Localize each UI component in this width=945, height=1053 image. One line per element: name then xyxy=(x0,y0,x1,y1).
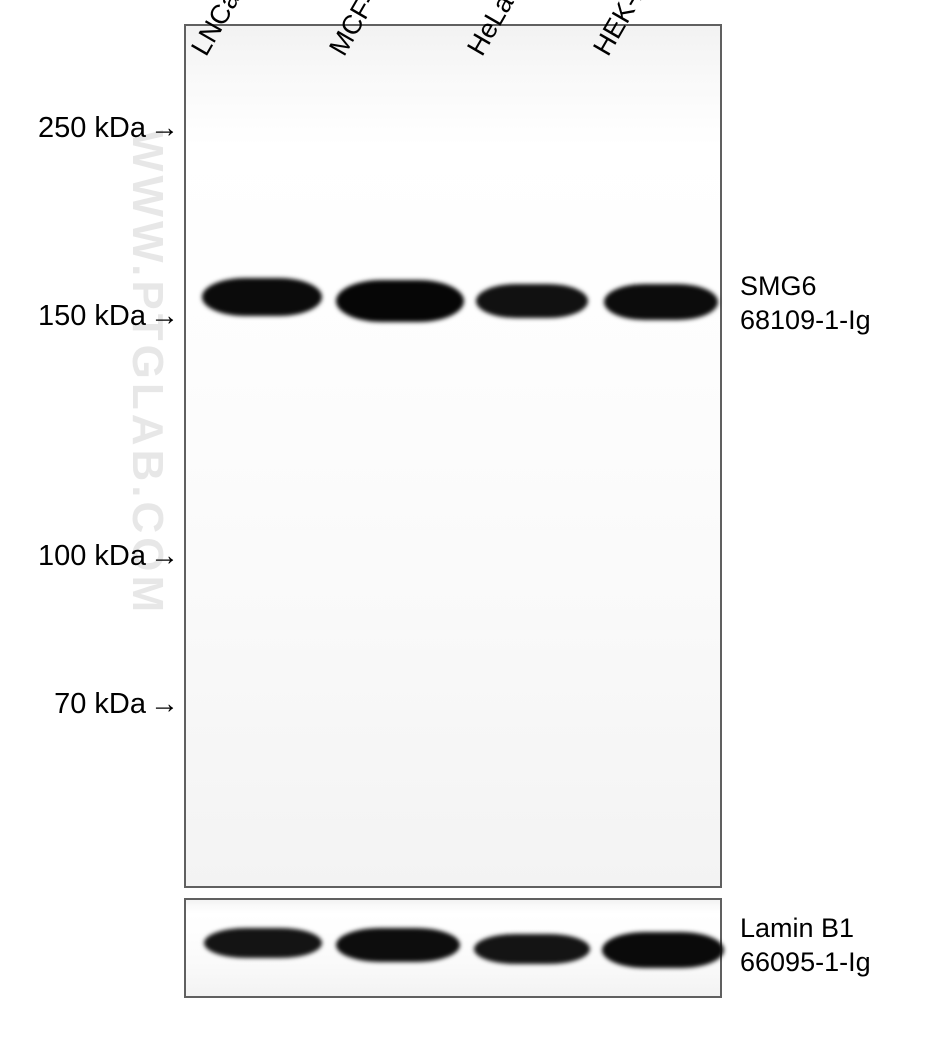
loading-band xyxy=(204,928,322,958)
arrow-right-icon: → xyxy=(150,688,179,721)
main-membrane xyxy=(184,24,722,888)
mw-value: 70 kDa xyxy=(54,688,146,720)
mw-marker: 100 kDa→ xyxy=(38,540,179,573)
target-name: SMG6 xyxy=(740,271,817,301)
primary-band xyxy=(476,284,588,318)
mw-value: 250 kDa xyxy=(38,112,146,144)
primary-target-annotation: SMG6 68109-1-Ig xyxy=(740,270,871,338)
arrow-right-icon: → xyxy=(150,540,179,573)
mw-marker: 250 kDa→ xyxy=(38,112,179,145)
loading-band xyxy=(474,934,590,964)
primary-band xyxy=(604,284,718,320)
arrow-right-icon: → xyxy=(150,300,179,333)
membrane-shading xyxy=(186,26,720,886)
western-blot-figure: WWW.PTGLAB.COM LNCaP MCF-7 HeLa HEK-293 … xyxy=(0,0,945,1053)
catalog-number: 66095-1-Ig xyxy=(740,947,871,977)
loading-control-annotation: Lamin B1 66095-1-Ig xyxy=(740,912,871,980)
target-name: Lamin B1 xyxy=(740,913,854,943)
primary-band xyxy=(336,280,464,322)
catalog-number: 68109-1-Ig xyxy=(740,305,871,335)
mw-value: 150 kDa xyxy=(38,300,146,332)
mw-marker: 70 kDa→ xyxy=(54,688,179,721)
mw-value: 100 kDa xyxy=(38,540,146,572)
loading-band xyxy=(336,928,460,962)
primary-band xyxy=(202,278,322,316)
arrow-right-icon: → xyxy=(150,112,179,145)
loading-band xyxy=(602,932,724,968)
mw-marker: 150 kDa→ xyxy=(38,300,179,333)
